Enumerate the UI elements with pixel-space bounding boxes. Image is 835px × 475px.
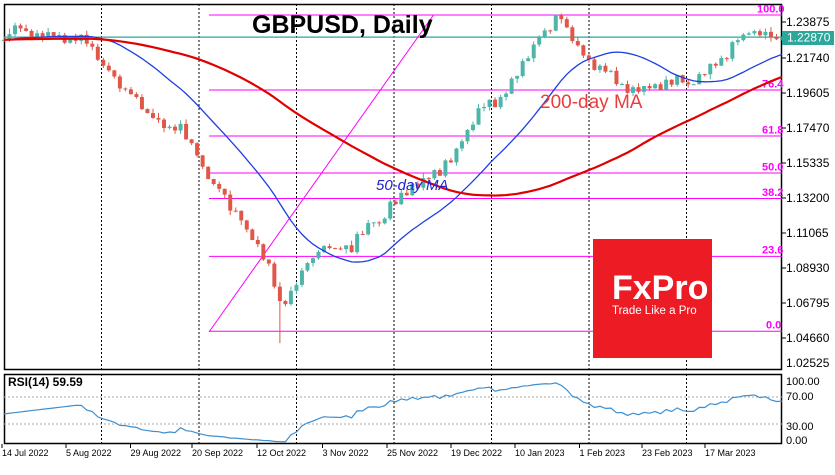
svg-text:1.21740: 1.21740 (786, 51, 830, 65)
svg-text:0.0: 0.0 (766, 320, 781, 332)
svg-text:23.6: 23.6 (762, 245, 783, 257)
svg-text:Trade Like a Pro: Trade Like a Pro (612, 305, 697, 317)
svg-text:61.8: 61.8 (762, 125, 783, 137)
svg-text:1.13200: 1.13200 (786, 191, 830, 205)
svg-text:30.00: 30.00 (786, 421, 814, 433)
svg-text:1 Feb 2023: 1 Feb 2023 (580, 448, 626, 458)
svg-text:25 Nov 2022: 25 Nov 2022 (387, 448, 438, 458)
svg-text:14 Jul 2022: 14 Jul 2022 (2, 448, 49, 458)
svg-text:1.11065: 1.11065 (786, 226, 829, 240)
svg-text:FxPro: FxPro (612, 269, 708, 307)
svg-text:0.00: 0.00 (786, 435, 807, 447)
svg-text:50.0: 50.0 (762, 162, 783, 174)
svg-text:50-day MA: 50-day MA (376, 177, 449, 194)
svg-text:17 Mar 2023: 17 Mar 2023 (705, 448, 756, 458)
svg-text:70.00: 70.00 (786, 391, 814, 403)
svg-text:100.0: 100.0 (757, 4, 785, 16)
svg-text:1.06795: 1.06795 (786, 296, 830, 310)
svg-text:1.19605: 1.19605 (786, 86, 830, 100)
svg-text:12 Oct 2022: 12 Oct 2022 (257, 448, 306, 458)
svg-text:10 Jan 2023: 10 Jan 2023 (515, 448, 565, 458)
svg-text:23 Feb 2023: 23 Feb 2023 (642, 448, 693, 458)
svg-text:1.23875: 1.23875 (786, 15, 830, 29)
svg-text:200-day MA: 200-day MA (540, 92, 643, 113)
svg-text:RSI(14) 59.59: RSI(14) 59.59 (8, 375, 83, 389)
svg-text:1.22870: 1.22870 (787, 31, 831, 45)
svg-text:1.04660: 1.04660 (786, 331, 830, 345)
svg-text:GBPUSD, Daily: GBPUSD, Daily (252, 11, 433, 39)
svg-text:1.17470: 1.17470 (786, 121, 830, 135)
svg-text:5 Aug 2022: 5 Aug 2022 (66, 448, 112, 458)
svg-text:38.2: 38.2 (762, 187, 783, 199)
svg-text:29 Aug 2022: 29 Aug 2022 (131, 448, 182, 458)
svg-text:1.02525: 1.02525 (786, 356, 830, 370)
svg-text:19 Dec 2022: 19 Dec 2022 (451, 448, 502, 458)
svg-text:1.15335: 1.15335 (786, 156, 830, 170)
svg-text:100.00: 100.00 (786, 376, 820, 388)
svg-text:1.08930: 1.08930 (786, 261, 830, 275)
svg-text:3 Nov 2022: 3 Nov 2022 (323, 448, 369, 458)
svg-text:20 Sep 2022: 20 Sep 2022 (192, 448, 243, 458)
